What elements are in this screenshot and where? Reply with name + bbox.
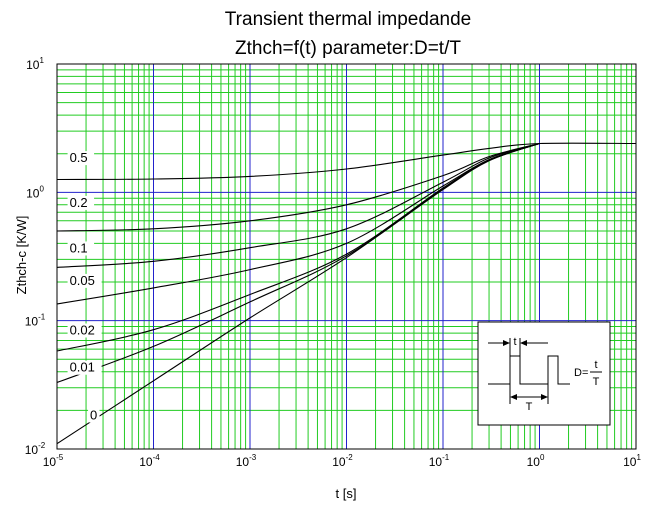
series-labels: 0.5 0.2 0.1 0.05 0.02 0.01 0	[67, 150, 102, 423]
series-label-0.2: 0.2	[70, 195, 88, 210]
pulse-waveform	[488, 355, 570, 385]
x-tick-label: 100	[527, 453, 545, 469]
x-tick-exponent: -5	[56, 453, 64, 462]
series-line-0.05	[56, 142, 540, 305]
series-line-0.2	[56, 142, 540, 232]
series-label-bg	[88, 408, 100, 423]
x-tick-label: 10-5	[43, 453, 64, 469]
y-tick-exponent: -2	[38, 441, 46, 450]
curves	[56, 142, 637, 445]
series-label-bg	[67, 195, 95, 210]
T-arrowhead-right	[541, 394, 548, 400]
series-label-bg	[67, 273, 102, 288]
x-axis-label: t [s]	[336, 486, 357, 501]
series-label-bg	[67, 151, 95, 166]
t-arrowhead-left	[503, 340, 510, 346]
x-tick-exponent: -2	[346, 453, 354, 462]
y-tick-label: 101	[26, 56, 44, 72]
x-tick-exponent: -1	[442, 453, 450, 462]
inset-label-D: D=	[574, 367, 588, 379]
chart-subtitle: Zthch=f(t) parameter:D=t/T	[235, 38, 461, 59]
T-arrowhead-left	[510, 394, 517, 400]
inset-label-T: T	[526, 401, 533, 413]
y-tick-label: 10-1	[25, 313, 46, 329]
chart-title: Transient thermal impedande	[225, 9, 471, 30]
x-tick-label: 10-1	[429, 453, 450, 469]
series-line-0.1	[56, 142, 540, 268]
inset-frame	[477, 321, 611, 426]
x-tick-label: 10-2	[332, 453, 353, 469]
x-tick-exponent: 0	[540, 453, 545, 462]
series-label-bg	[67, 323, 102, 338]
x-tick-label: 10-4	[139, 453, 160, 469]
y-tick-label: 100	[26, 184, 44, 200]
series-line-0	[56, 142, 540, 445]
x-tick-exponent: -4	[153, 453, 161, 462]
series-label-0.01: 0.01	[70, 360, 95, 375]
y-tick-exponent: -1	[38, 313, 46, 322]
plot-frame	[56, 63, 637, 450]
series-label-bg	[67, 360, 102, 375]
x-tick-labels: 10-5 10-4 10-3 10-2 10-1 100 101	[43, 453, 642, 469]
x-tick-exponent: 1	[636, 453, 641, 462]
series-label-0.1: 0.1	[70, 240, 88, 255]
inset-fraction-num: t	[594, 359, 597, 371]
series-label-bg	[67, 241, 95, 256]
series-label-0: 0	[90, 407, 97, 422]
inset-label-t: t	[513, 336, 516, 348]
series-label-0.02: 0.02	[70, 323, 95, 338]
x-tick-label: 101	[623, 453, 641, 469]
series-line-0.5	[56, 142, 637, 181]
x-tick-exponent: -3	[249, 453, 257, 462]
t-arrowhead-right	[520, 340, 527, 346]
y-tick-exponent: 1	[39, 56, 44, 65]
duty-cycle-inset: t T D= t T	[477, 321, 611, 426]
inset-fraction-den: T	[593, 376, 600, 388]
y-tick-exponent: 0	[39, 184, 44, 193]
series-label-0.5: 0.5	[70, 150, 88, 165]
x-tick-label: 10-3	[236, 453, 257, 469]
series-label-0.05: 0.05	[70, 273, 95, 288]
y-axis-label: Zthch-c [K/W]	[14, 216, 29, 295]
